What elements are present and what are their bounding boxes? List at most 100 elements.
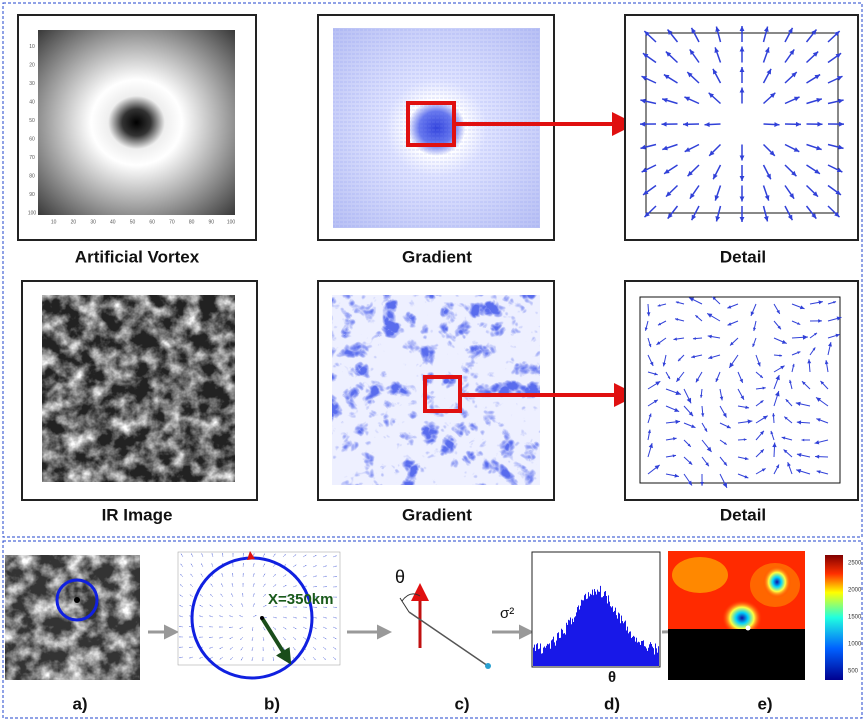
histogram-bar [557, 633, 558, 666]
colorbar-label: 500 [848, 669, 859, 675]
histogram-bar [633, 636, 634, 666]
histogram-bar [653, 648, 654, 666]
histogram-bar [639, 642, 640, 666]
y-tick-label: 30 [29, 81, 35, 87]
histogram-bar [563, 634, 564, 666]
histogram-bar [591, 595, 592, 666]
x-tick-label: 30 [90, 219, 96, 225]
colorbar-label: 1000 [848, 642, 862, 648]
histogram-bar [619, 614, 620, 666]
histogram-bar [632, 637, 633, 666]
histogram-bar [649, 644, 650, 666]
y-tick-label: 70 [29, 155, 35, 161]
field-box [178, 552, 340, 665]
x-tick-label: 90 [209, 219, 215, 225]
histogram-bar [629, 632, 630, 666]
histogram-bar [556, 641, 557, 666]
histogram-bar [583, 600, 584, 666]
x-tick-label: 70 [169, 219, 175, 225]
step-label: d) [604, 694, 620, 713]
histogram-bar [652, 647, 653, 666]
histogram-bar [589, 596, 590, 666]
point [485, 663, 491, 669]
histogram-bar [559, 638, 560, 666]
histogram-bar [562, 630, 563, 666]
x-tick-label: 100 [227, 219, 236, 225]
histogram-bar [630, 631, 631, 666]
caption: Gradient [402, 247, 472, 266]
histogram-bar [555, 646, 556, 666]
histogram-bar [568, 620, 569, 666]
histogram-bar [567, 625, 568, 666]
histogram-bar [537, 643, 538, 666]
histogram-bar [558, 632, 559, 666]
step-label: e) [757, 694, 772, 713]
histogram-bar [586, 599, 587, 666]
histogram-bar [544, 646, 545, 666]
histogram-bar [554, 642, 555, 666]
histogram-bar [616, 615, 617, 666]
histogram-bar [549, 643, 550, 666]
histogram-bar [572, 619, 573, 666]
histogram-bar [615, 608, 616, 666]
center-dot [260, 616, 264, 620]
histogram-bar [636, 638, 637, 666]
y-tick-label: 20 [29, 62, 35, 68]
histogram-bar [657, 653, 658, 666]
histogram-bar [635, 642, 636, 666]
histogram-bar [546, 646, 547, 666]
histogram-bar [578, 605, 579, 666]
colorbar [825, 555, 843, 680]
histogram-bar [606, 596, 607, 666]
caption: Detail [720, 505, 766, 524]
histogram-bar [547, 644, 548, 666]
histogram-bar [596, 594, 597, 666]
histogram-bar [587, 599, 588, 666]
gradient-image [332, 295, 540, 485]
y-tick-label: 50 [29, 118, 35, 124]
histogram-bar [640, 645, 641, 666]
caption: Gradient [402, 505, 472, 524]
histogram-bar [599, 592, 600, 666]
histogram-bar [654, 655, 655, 666]
histogram-bar [535, 651, 536, 666]
histogram-bar [564, 633, 565, 666]
colorbar-label: 2000 [848, 588, 862, 594]
caption: IR Image [102, 505, 173, 524]
histogram-bar [595, 592, 596, 666]
angle-tick [400, 598, 409, 612]
histogram-bar [626, 630, 627, 666]
histogram-bar [545, 648, 546, 666]
ir-image [42, 295, 235, 482]
colorbar-label: 2500 [848, 561, 862, 567]
histogram-bar [612, 606, 613, 666]
histogram-bar [577, 607, 578, 666]
histogram-bar [560, 638, 561, 666]
histogram-bar [638, 642, 639, 666]
histogram-bar [641, 641, 642, 666]
histogram-bar [658, 646, 659, 666]
histogram-bar [541, 654, 542, 666]
angle-arc [402, 594, 420, 601]
histogram-bar [602, 597, 603, 666]
histogram-bar [607, 603, 608, 666]
point [746, 626, 751, 631]
x-tick-label: 50 [130, 219, 136, 225]
blob [672, 557, 728, 593]
histogram-bar [576, 612, 577, 666]
blob [763, 566, 791, 598]
histogram-bar [574, 617, 575, 666]
histogram-bar [598, 592, 599, 666]
histogram-bar [604, 592, 605, 666]
histogram-bar [600, 586, 601, 666]
figure: 1010202030304040505060607070808090901001… [0, 0, 866, 721]
histogram-bar [543, 648, 544, 666]
histogram-bar [571, 624, 572, 666]
colorbar-label: 1500 [848, 615, 862, 621]
histogram-bar [542, 653, 543, 666]
vortex-image [38, 30, 235, 215]
histogram-bar [580, 606, 581, 666]
histogram-bar [566, 623, 567, 666]
step-label: a) [72, 694, 87, 713]
histogram-bar [597, 590, 598, 666]
